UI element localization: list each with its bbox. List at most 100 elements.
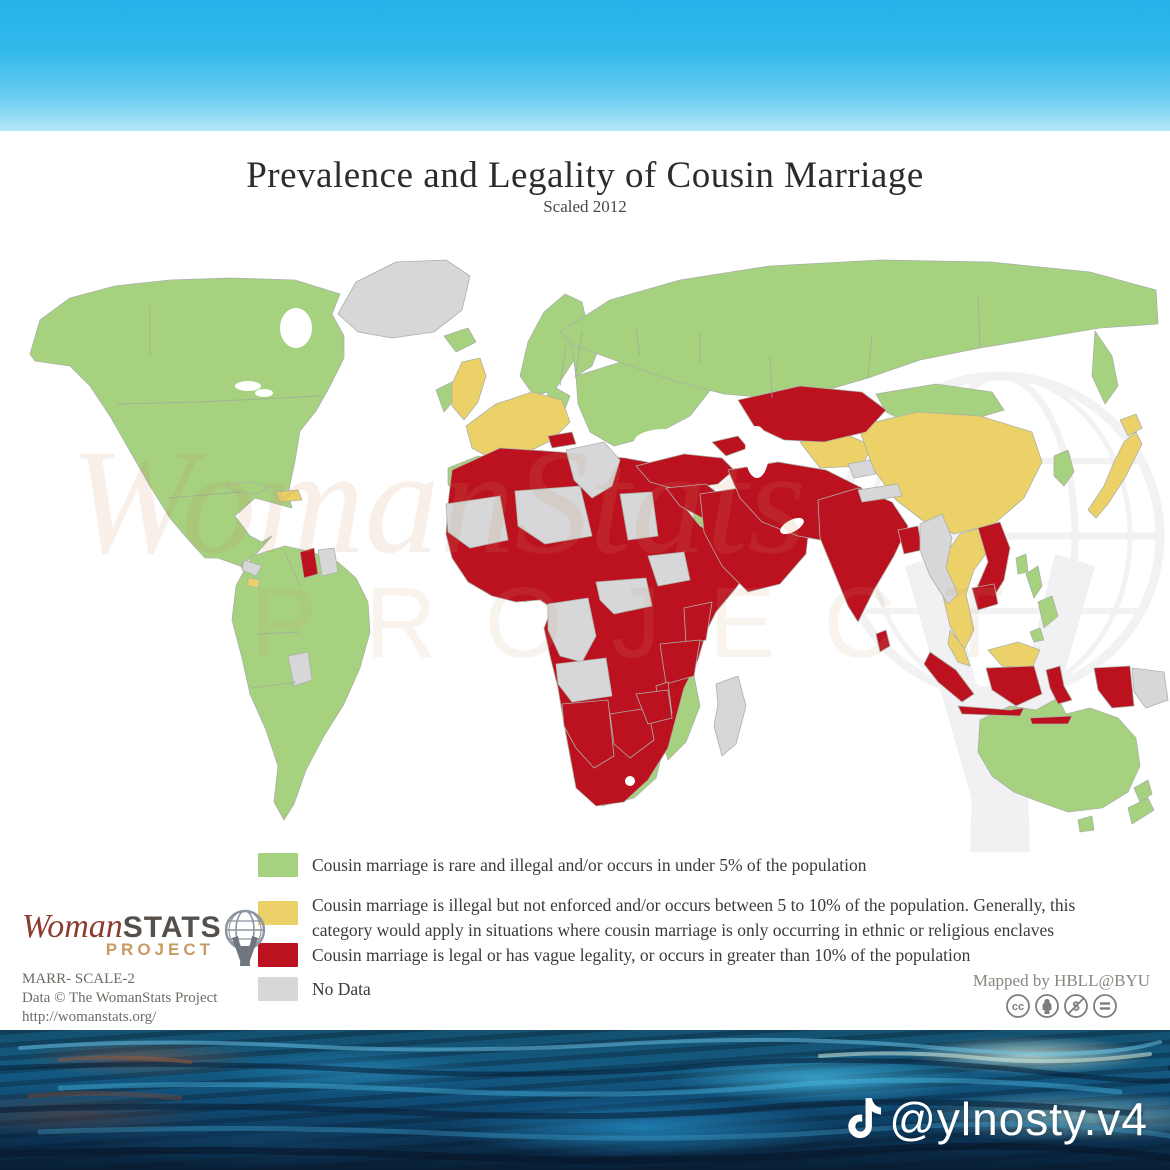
source-url: http://womanstats.org/: [22, 1009, 157, 1026]
legend-swatch-gray: [258, 977, 298, 1001]
cc-license-icons: cc $: [973, 993, 1150, 1019]
womanstats-logo-block: WomanSTATS PROJECT MARR- SCALE-2 Data © …: [22, 908, 272, 1028]
region-borneo-indonesia: [985, 665, 1043, 707]
region-cuba: [224, 481, 269, 495]
logo-project-text: PROJECT: [105, 940, 214, 959]
region-guatemala-honduras: [241, 559, 263, 577]
watermark-handle: @ylnosty.v4: [889, 1093, 1148, 1145]
watermark: @ylnosty.v4: [841, 1092, 1148, 1146]
region-new-zealand-north: [1133, 779, 1153, 803]
ocean-photo-band: [0, 1030, 1170, 1170]
legend-row-legal: Cousin marriage is legal or has vague le…: [258, 943, 1118, 968]
region-mali: [514, 485, 593, 545]
region-wsahara-mauritania: [445, 495, 509, 549]
region-iceland: [443, 327, 477, 353]
region-uk: [451, 357, 487, 421]
region-japan: [1087, 431, 1143, 519]
region-philippines-3: [1029, 627, 1045, 643]
region-hispaniola: [275, 489, 303, 503]
page-title: Prevalence and Legality of Cousin Marria…: [246, 155, 924, 196]
legend-row-enclave: Cousin marriage is illegal but not enfor…: [258, 893, 1118, 944]
region-cambodia: [971, 583, 999, 611]
black-sea: [634, 429, 694, 455]
legend-label: Cousin marriage is rare and illegal and/…: [312, 855, 867, 875]
legend-label: Cousin marriage is legal or has vague le…: [312, 945, 971, 965]
great-lakes-1: [235, 381, 261, 391]
region-lesser-sunda: [1029, 715, 1073, 725]
legend-swatch-yellow: [258, 901, 298, 925]
region-balkans: [565, 441, 621, 499]
region-korea: [1053, 449, 1075, 487]
legend-label: Cousin marriage is illegal but not enfor…: [312, 895, 1076, 941]
region-malay-peninsula: [947, 629, 971, 667]
region-madagascar: [713, 675, 747, 757]
legend-row-no-data: No Data: [258, 977, 1118, 1002]
country-borders: [117, 295, 981, 689]
logo-woman-text: Woman: [22, 908, 123, 945]
region-sumatra: [923, 651, 975, 703]
page-subtitle: Scaled 2012: [543, 197, 627, 216]
region-western-europe: [465, 391, 571, 461]
region-west-papua: [1093, 665, 1135, 709]
region-sulawesi: [1045, 665, 1073, 705]
region-bangladesh: [897, 525, 923, 555]
cc-nc-icon: $: [1064, 994, 1088, 1018]
region-hokkaido: [1119, 413, 1143, 437]
region-el-salvador: [247, 577, 261, 589]
persian-gulf: [780, 517, 804, 535]
region-greenland: [337, 259, 471, 339]
region-nepal: [857, 483, 903, 503]
region-thailand-laos: [941, 527, 991, 651]
cc-icon: cc: [1006, 994, 1030, 1018]
legend-label: No Data: [312, 979, 371, 999]
copyright-line: Data © The WomanStats Project: [22, 990, 218, 1007]
great-lakes-2: [255, 389, 273, 397]
region-guyana: [299, 547, 319, 579]
credit-block: Mapped by HBLL@BYU cc $: [973, 971, 1150, 1019]
wave-streaks: [0, 1037, 1170, 1164]
hudson-bay: [280, 308, 312, 348]
region-tajikistan: [847, 459, 877, 479]
title-block: Prevalence and Legality of Cousin Marria…: [0, 154, 1170, 217]
sky-gradient-band: [0, 0, 1170, 131]
globe-in-hands-icon: [224, 909, 266, 966]
region-south-sudan: [647, 551, 691, 587]
region-malaysia-borneo: [987, 641, 1041, 669]
region-taiwan: [1015, 553, 1029, 575]
region-paraguay: [287, 651, 313, 687]
legend-swatch-green: [258, 853, 298, 877]
caspian-sea: [745, 426, 769, 478]
region-philippines-1: [1025, 565, 1043, 599]
logo-stats-text: STATS: [122, 911, 222, 944]
region-kazakhstan: [737, 385, 887, 443]
tiktok-note-icon: [848, 1098, 882, 1139]
region-north-america: [29, 277, 345, 567]
region-russia: [559, 259, 1159, 399]
region-philippines-2: [1037, 595, 1059, 629]
region-sri-lanka: [875, 629, 891, 653]
world-map-svg: [29, 259, 1169, 852]
region-turkey: [635, 453, 735, 491]
scale-id: MARR- SCALE-2: [22, 971, 135, 987]
region-australia: [977, 697, 1141, 813]
region-india: [817, 487, 909, 623]
region-austria: [547, 431, 577, 449]
region-zimbabwe: [635, 689, 673, 725]
region-chad: [619, 491, 659, 541]
svg-text:cc: cc: [1012, 1001, 1024, 1013]
womanstats-logo: WomanSTATS PROJECT: [22, 908, 272, 970]
lesotho: [625, 776, 635, 786]
region-tasmania: [1077, 815, 1095, 833]
region-papua-new-guinea: [1131, 667, 1169, 709]
legend-row-rare: Cousin marriage is rare and illegal and/…: [258, 853, 1118, 878]
region-new-zealand-south: [1127, 797, 1155, 825]
region-tanzania: [659, 639, 701, 685]
mapped-by-text: Mapped by HBLL@BYU: [972, 971, 1150, 990]
region-caucasus: [711, 435, 749, 457]
legend-swatch-red: [258, 943, 298, 967]
region-kamchatka: [1091, 330, 1119, 405]
region-angola: [555, 657, 613, 703]
region-suriname: [317, 547, 339, 577]
country-shapes: [29, 259, 1169, 833]
